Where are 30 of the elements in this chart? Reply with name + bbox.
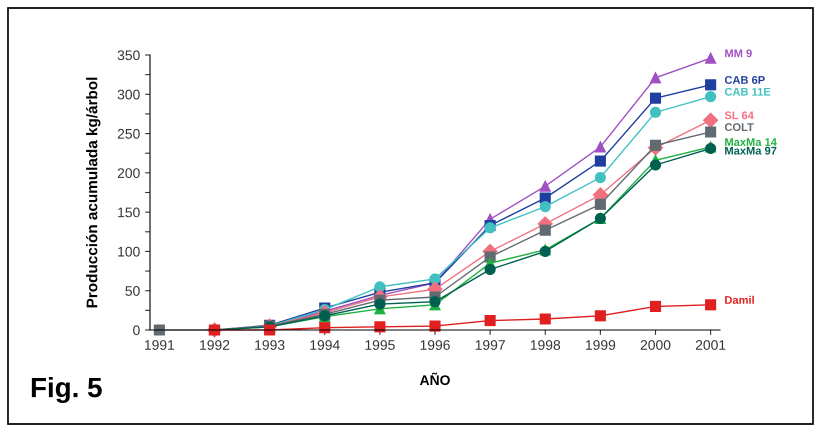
series-label: CAB 11E	[724, 88, 770, 96]
series-label: SL 64	[724, 111, 754, 120]
x-tick-label: 2001	[696, 340, 726, 350]
series-label: MaxMa 14	[725, 138, 777, 146]
y-tick-label: 250	[118, 128, 140, 139]
y-tick-label: 100	[118, 246, 140, 257]
x-tick-label: 2000	[640, 340, 670, 350]
series-label: Damil	[725, 296, 754, 304]
x-axis-title: AÑO	[420, 372, 450, 386]
series-label: MM 9	[725, 49, 752, 58]
y-axis-title: Producción acumulada kg/árbol	[86, 78, 100, 308]
y-tick-label: 50	[125, 286, 140, 296]
y-tick-label: 0	[133, 325, 140, 336]
x-tick-label: 1994	[310, 340, 340, 350]
y-tick-label: 200	[118, 168, 140, 178]
x-tick-label: 1992	[200, 340, 230, 350]
x-tick-label: 1996	[420, 340, 450, 350]
x-tick-label: 1993	[255, 340, 284, 350]
x-tick-label: 1999	[586, 340, 616, 350]
x-tick-label: 1991	[144, 340, 174, 350]
x-tick-label: 1998	[530, 340, 560, 350]
y-tick-label: 350	[118, 50, 140, 60]
series-label: MaxMa 97	[725, 146, 776, 155]
y-tick-label: 300	[118, 90, 140, 100]
y-tick-label: 150	[118, 207, 140, 218]
series-label: CAB 6P	[724, 76, 765, 84]
x-tick-label: 1997	[476, 340, 505, 350]
caption: Fig. 5	[32, 376, 102, 404]
series-label: COLT	[724, 123, 754, 132]
x-tick-label: 1995	[365, 340, 395, 350]
